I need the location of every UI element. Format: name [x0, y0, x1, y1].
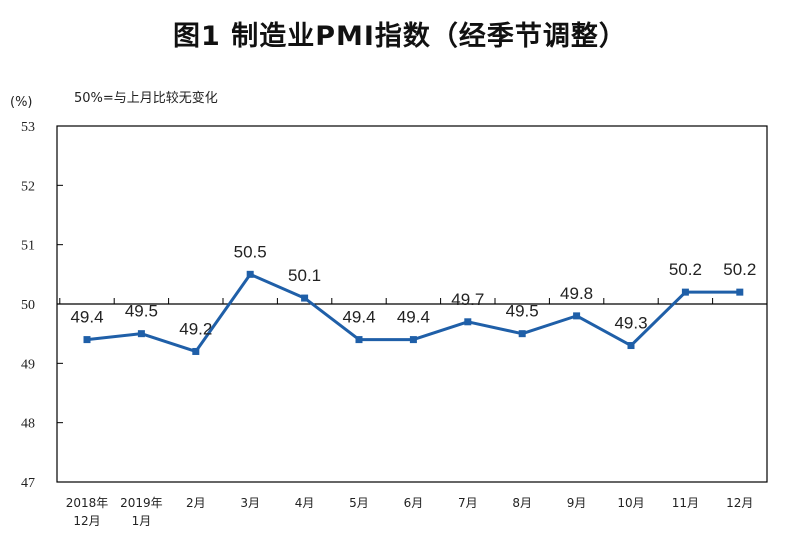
data-label: 49.4: [397, 308, 430, 327]
x-tick-label: 7月: [458, 496, 478, 510]
data-label: 49.4: [342, 308, 375, 327]
data-point: [246, 270, 254, 278]
data-label: 50.2: [669, 260, 702, 279]
y-tick-label: 48: [21, 417, 35, 432]
data-label: 49.7: [451, 290, 484, 309]
data-label: 49.4: [70, 308, 103, 327]
x-tick-label: 2月: [186, 496, 206, 510]
x-tick-label: 11月: [672, 496, 699, 510]
data-label: 49.3: [614, 314, 647, 333]
data-point: [192, 347, 200, 355]
y-tick-label: 50: [21, 298, 35, 313]
data-point: [301, 294, 309, 302]
x-tick-label: 8月: [512, 496, 532, 510]
data-label: 49.5: [506, 302, 539, 321]
data-label: 49.5: [125, 302, 158, 321]
data-point: [137, 330, 145, 338]
data-label: 49.8: [560, 284, 593, 303]
x-tick-label: 9月: [567, 496, 587, 510]
x-tick-label: 1月: [132, 514, 152, 528]
data-point: [464, 318, 472, 326]
data-label: 50.5: [234, 242, 267, 261]
data-point: [518, 330, 526, 338]
data-point: [83, 336, 91, 344]
x-tick-label: 2018年: [66, 496, 109, 510]
x-tick-label: 12月: [726, 496, 753, 510]
x-tick-label: 12月: [73, 514, 100, 528]
x-tick-label: 10月: [617, 496, 644, 510]
data-point: [409, 336, 417, 344]
chart-title: 图1 制造业PMI指数（经季节调整）: [173, 21, 627, 52]
y-tick-label: 52: [21, 179, 35, 194]
reference-note: 50%=与上月比较无变化: [74, 90, 218, 106]
y-tick-label: 47: [21, 476, 35, 491]
x-tick-label: 6月: [404, 496, 424, 510]
data-point: [627, 342, 635, 350]
y-tick-label: 51: [21, 239, 35, 254]
data-label: 49.2: [179, 319, 212, 338]
data-point: [573, 312, 581, 320]
data-label: 50.1: [288, 266, 321, 285]
y-tick-label: 53: [21, 120, 35, 135]
x-axis: 2018年 12月 2019年 1月 2月 3月 4月 5月 6月 7月 8月 9月 10月 11月 12月: [59, 298, 768, 528]
x-tick-label: 4月: [295, 496, 315, 510]
x-tick-label: 2019年: [120, 496, 163, 510]
y-axis-unit: (%): [10, 95, 33, 110]
data-point: [736, 288, 744, 296]
x-tick-label: 3月: [240, 496, 260, 510]
series-pmi: [83, 270, 744, 355]
data-labels: 49.4 49.5 49.2 50.5 50.1 49.4 49.4 49.7 49.5 49.8…: [70, 242, 756, 338]
data-label: 50.2: [723, 260, 756, 279]
y-tick-label: 49: [21, 357, 35, 372]
data-point: [681, 288, 689, 296]
data-point: [355, 336, 363, 344]
x-tick-label: 5月: [349, 496, 369, 510]
